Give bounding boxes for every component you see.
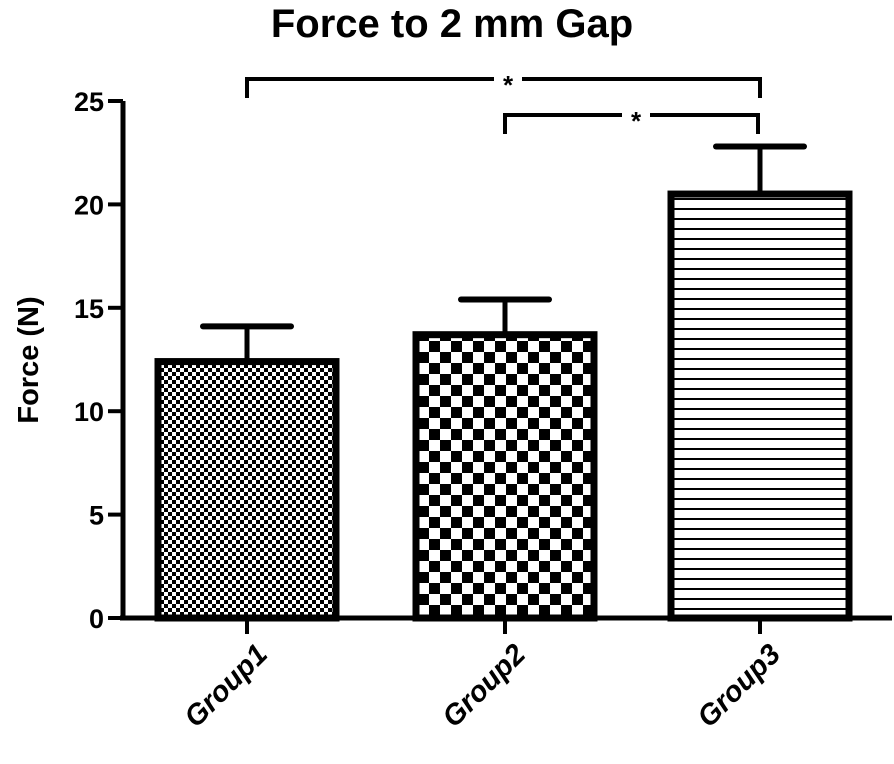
y-tick-label: 5 xyxy=(89,501,104,531)
y-tick-label: 20 xyxy=(74,190,104,220)
bar-rect xyxy=(154,358,340,622)
significance-label: * xyxy=(631,106,642,136)
chart-title: Force to 2 mm Gap xyxy=(271,2,633,46)
y-tick-label: 0 xyxy=(89,604,104,634)
y-axis-label: Force (N) xyxy=(13,296,45,423)
x-tick-label: Group2 xyxy=(436,638,532,734)
significance-brackets: ** xyxy=(245,70,762,136)
bar-group1 xyxy=(154,323,340,622)
x-axis-ticks: Group1 Group2 Group3 xyxy=(178,618,787,734)
significance-bracket: * xyxy=(503,106,760,136)
bar-group2 xyxy=(412,296,598,622)
x-tick-label: Group1 xyxy=(178,638,274,734)
y-tick-label: 25 xyxy=(74,87,104,117)
y-tick-label: 15 xyxy=(74,294,104,324)
bars xyxy=(154,143,853,622)
significance-bracket: * xyxy=(245,70,762,100)
bar-rect xyxy=(412,331,598,622)
significance-label: * xyxy=(503,70,514,100)
bar-rect xyxy=(667,190,853,622)
x-tick-label: Group3 xyxy=(691,638,787,734)
y-axis-ticks: 0 5 10 15 20 25 xyxy=(74,87,123,634)
y-tick-label: 10 xyxy=(74,397,104,427)
bar-group3 xyxy=(667,143,853,622)
